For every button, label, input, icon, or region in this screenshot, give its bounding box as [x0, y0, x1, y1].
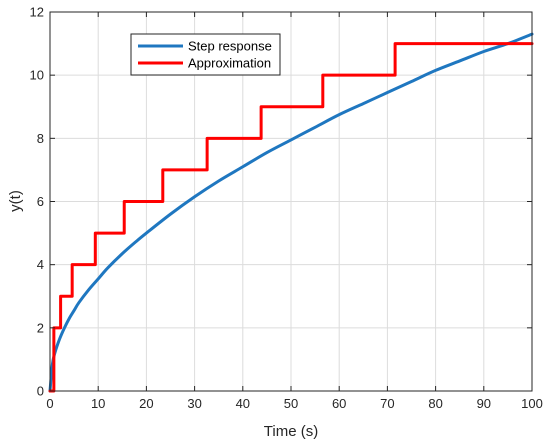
x-tick-label: 0 [46, 396, 53, 411]
x-tick-label: 70 [380, 396, 394, 411]
ticks [49, 11, 533, 392]
legend-label-approximation: Approximation [188, 56, 271, 71]
x-tick-label: 100 [521, 396, 543, 411]
y-tick-label: 12 [30, 5, 44, 20]
series-line-approximation [48, 42, 534, 393]
x-tick-label: 20 [139, 396, 153, 411]
series-layer [48, 32, 534, 393]
series-line-step-response [48, 32, 534, 393]
x-tick-label: 10 [91, 396, 105, 411]
y-tick-label: 6 [37, 194, 44, 209]
x-tick-label: 50 [284, 396, 298, 411]
y-tick-label: 2 [37, 320, 44, 335]
x-tick-label: 30 [187, 396, 201, 411]
y-tick-label: 10 [30, 68, 44, 83]
y-tick-label: 4 [37, 257, 44, 272]
tick-labels: 0 10 20 30 40 50 60 70 80 90 100 0 2 4 6 8 10 12 [30, 5, 543, 412]
legend: Step response Approximation [130, 33, 281, 76]
x-tick-label: 60 [332, 396, 346, 411]
legend-box [130, 33, 281, 76]
x-tick-label: 90 [477, 396, 491, 411]
x-tick-label: 40 [236, 396, 250, 411]
y-tick-label: 8 [37, 131, 44, 146]
legend-label-step-response: Step response [188, 39, 272, 54]
y-axis-label: y(t) [7, 190, 24, 212]
y-tick-label: 0 [37, 384, 44, 399]
x-axis-label: Time (s) [264, 423, 318, 440]
x-tick-label: 80 [428, 396, 442, 411]
